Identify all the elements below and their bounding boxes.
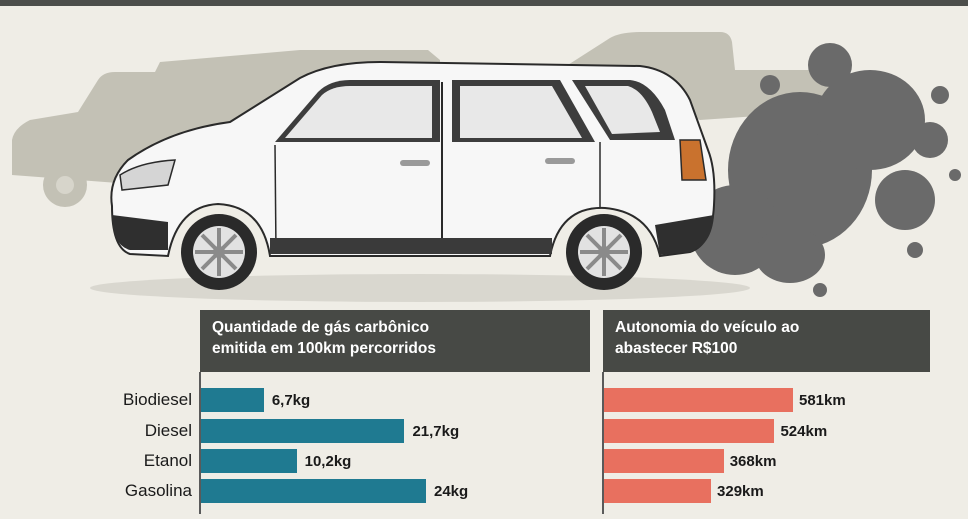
emission-chart-header: Quantidade de gás carbônico emitida em 1… [200, 310, 590, 372]
autonomy-title-line-2: abastecer R$100 [615, 340, 738, 357]
autonomy-bar [604, 479, 712, 503]
autonomy-value-label: 581km [799, 392, 846, 409]
autonomy-bar [604, 449, 724, 473]
emission-bar [201, 419, 405, 443]
smoke-cloud [690, 43, 961, 297]
car-shadow [90, 274, 750, 302]
category-label: Diesel [144, 421, 192, 440]
emission-title-line-2: emitida em 100km percorridos [212, 340, 436, 357]
category-label: Etanol [143, 451, 192, 470]
autonomy-bar [604, 388, 793, 412]
emission-value-label: 6,7kg [271, 392, 311, 409]
top-border [0, 0, 968, 6]
emission-bar [201, 449, 297, 473]
autonomy-axis-line [602, 372, 604, 514]
category-label: Biodiesel [123, 390, 192, 409]
car [110, 60, 716, 258]
emission-value-label: 21,7kg [412, 423, 460, 440]
rear-wheel [566, 214, 642, 290]
autonomy-title-line-1: Autonomia do veículo ao [615, 319, 800, 336]
emission-bar [201, 479, 426, 503]
category-label: Gasolina [124, 481, 192, 500]
front-wheel [181, 214, 257, 290]
emission-title-line-1: Quantidade de gás carbônico [212, 319, 430, 336]
autonomy-bar [604, 419, 775, 443]
autonomy-value-label: 368km [729, 453, 777, 470]
emission-axis-line [199, 372, 201, 514]
autonomy-value-label: 524km [780, 423, 828, 440]
emission-bar [201, 388, 264, 412]
emission-value-label: 10,2kg [304, 453, 352, 470]
car-illustration [12, 32, 961, 302]
autonomy-chart-header: Autonomia do veículo ao abastecer R$100 [603, 310, 930, 372]
emission-value-label: 24kg [434, 483, 469, 500]
autonomy-value-label: 329km [717, 483, 764, 500]
